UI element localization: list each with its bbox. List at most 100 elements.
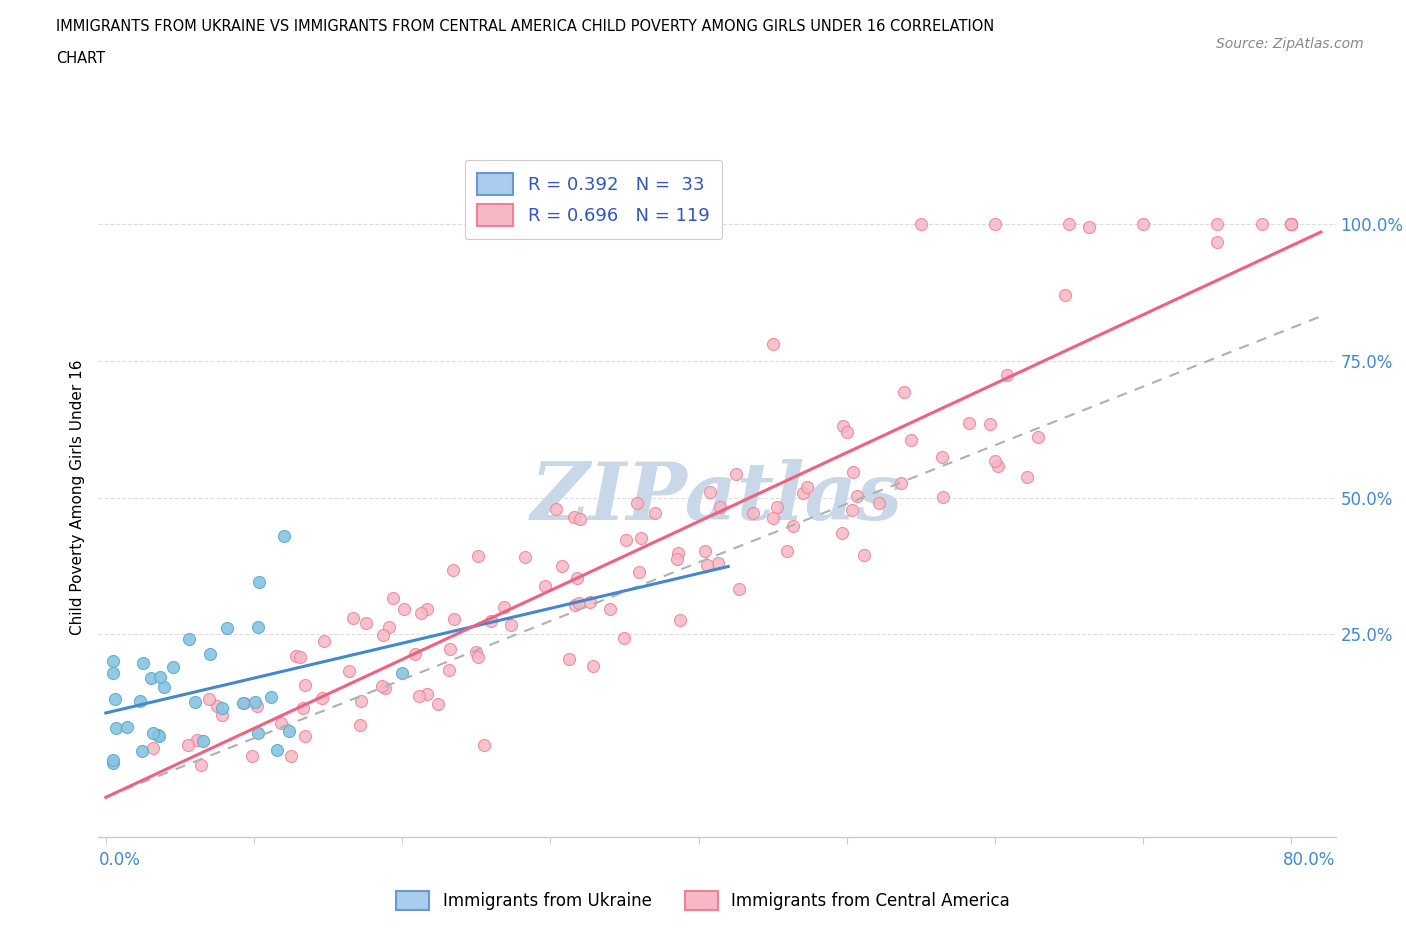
Point [211,700,233,715]
Point [132,656,155,671]
Point [831,525,853,540]
Point [695,544,717,559]
Point [232,696,254,711]
Point [776,543,799,558]
Point [186,733,208,748]
Point [142,725,165,740]
Point [742,506,765,521]
Point [1205,234,1227,249]
Text: ZIPatlas: ZIPatlas [531,458,903,537]
Point [762,511,785,525]
Point [101,755,124,770]
Point [441,563,464,578]
Point [910,217,932,232]
Point [152,680,174,695]
Text: IMMIGRANTS FROM UKRAINE VS IMMIGRANTS FROM CENTRAL AMERICA CHILD POVERTY AMONG G: IMMIGRANTS FROM UKRAINE VS IMMIGRANTS FR… [56,19,994,33]
Point [294,728,316,743]
Point [979,417,1001,432]
Point [582,658,605,673]
Point [207,698,229,713]
Point [131,743,153,758]
Point [105,721,128,736]
Point [101,666,124,681]
Point [198,692,221,707]
Legend: R = 0.392   N =  33, R = 0.696   N = 119: R = 0.392 N = 33, R = 0.696 N = 119 [464,160,723,239]
Point [211,707,233,722]
Text: Source: ZipAtlas.com: Source: ZipAtlas.com [1216,37,1364,51]
Point [149,670,172,684]
Text: CHART: CHART [56,51,105,66]
Point [215,620,238,635]
Point [246,698,269,713]
Point [103,753,125,768]
Point [356,616,378,631]
Point [614,532,637,547]
Point [373,628,395,643]
Point [1026,430,1049,445]
Point [404,647,426,662]
Point [562,510,585,525]
Point [162,659,184,674]
Point [284,648,307,663]
Point [479,613,502,628]
Point [246,619,269,634]
Point [846,488,869,503]
Point [630,530,652,545]
Point [280,749,302,764]
Point [492,599,515,614]
Text: 80.0%: 80.0% [1284,851,1336,870]
Point [893,385,915,400]
Point [889,476,911,491]
Point [987,458,1010,473]
Text: 0.0%: 0.0% [98,851,141,870]
Point [148,727,170,742]
Point [515,550,537,565]
Point [1279,217,1302,232]
Point [337,664,360,679]
Point [1279,217,1302,232]
Point [831,418,853,433]
Point [1250,217,1272,232]
Point [467,549,489,564]
Point [277,724,299,738]
Point [852,548,875,563]
Point [569,512,592,526]
Point [270,715,292,730]
Point [243,695,266,710]
Point [117,720,139,735]
Point [626,496,648,511]
Point [266,742,288,757]
Point [437,662,460,677]
Point [567,595,589,610]
Point [628,565,651,579]
Point [179,631,201,646]
Point [1132,217,1154,232]
Point [1057,217,1080,232]
Point [782,519,804,534]
Point [696,557,718,572]
Point [381,591,404,605]
Point [342,611,364,626]
Point [198,647,221,662]
Point [350,694,373,709]
Point [984,454,1007,469]
Point [728,582,751,597]
Point [762,337,785,352]
Point [314,633,336,648]
Point [184,695,207,710]
Point [666,546,689,561]
Point [1017,470,1039,485]
Point [378,619,401,634]
Point [148,728,170,743]
Point [709,499,731,514]
Point [371,679,394,694]
Point [499,618,522,632]
Point [292,700,315,715]
Point [842,465,865,480]
Point [415,602,437,617]
Point [565,570,588,585]
Legend: Immigrants from Ukraine, Immigrants from Central America: Immigrants from Ukraine, Immigrants from… [389,884,1017,917]
Point [932,489,955,504]
Point [665,551,688,566]
Point [104,692,127,707]
